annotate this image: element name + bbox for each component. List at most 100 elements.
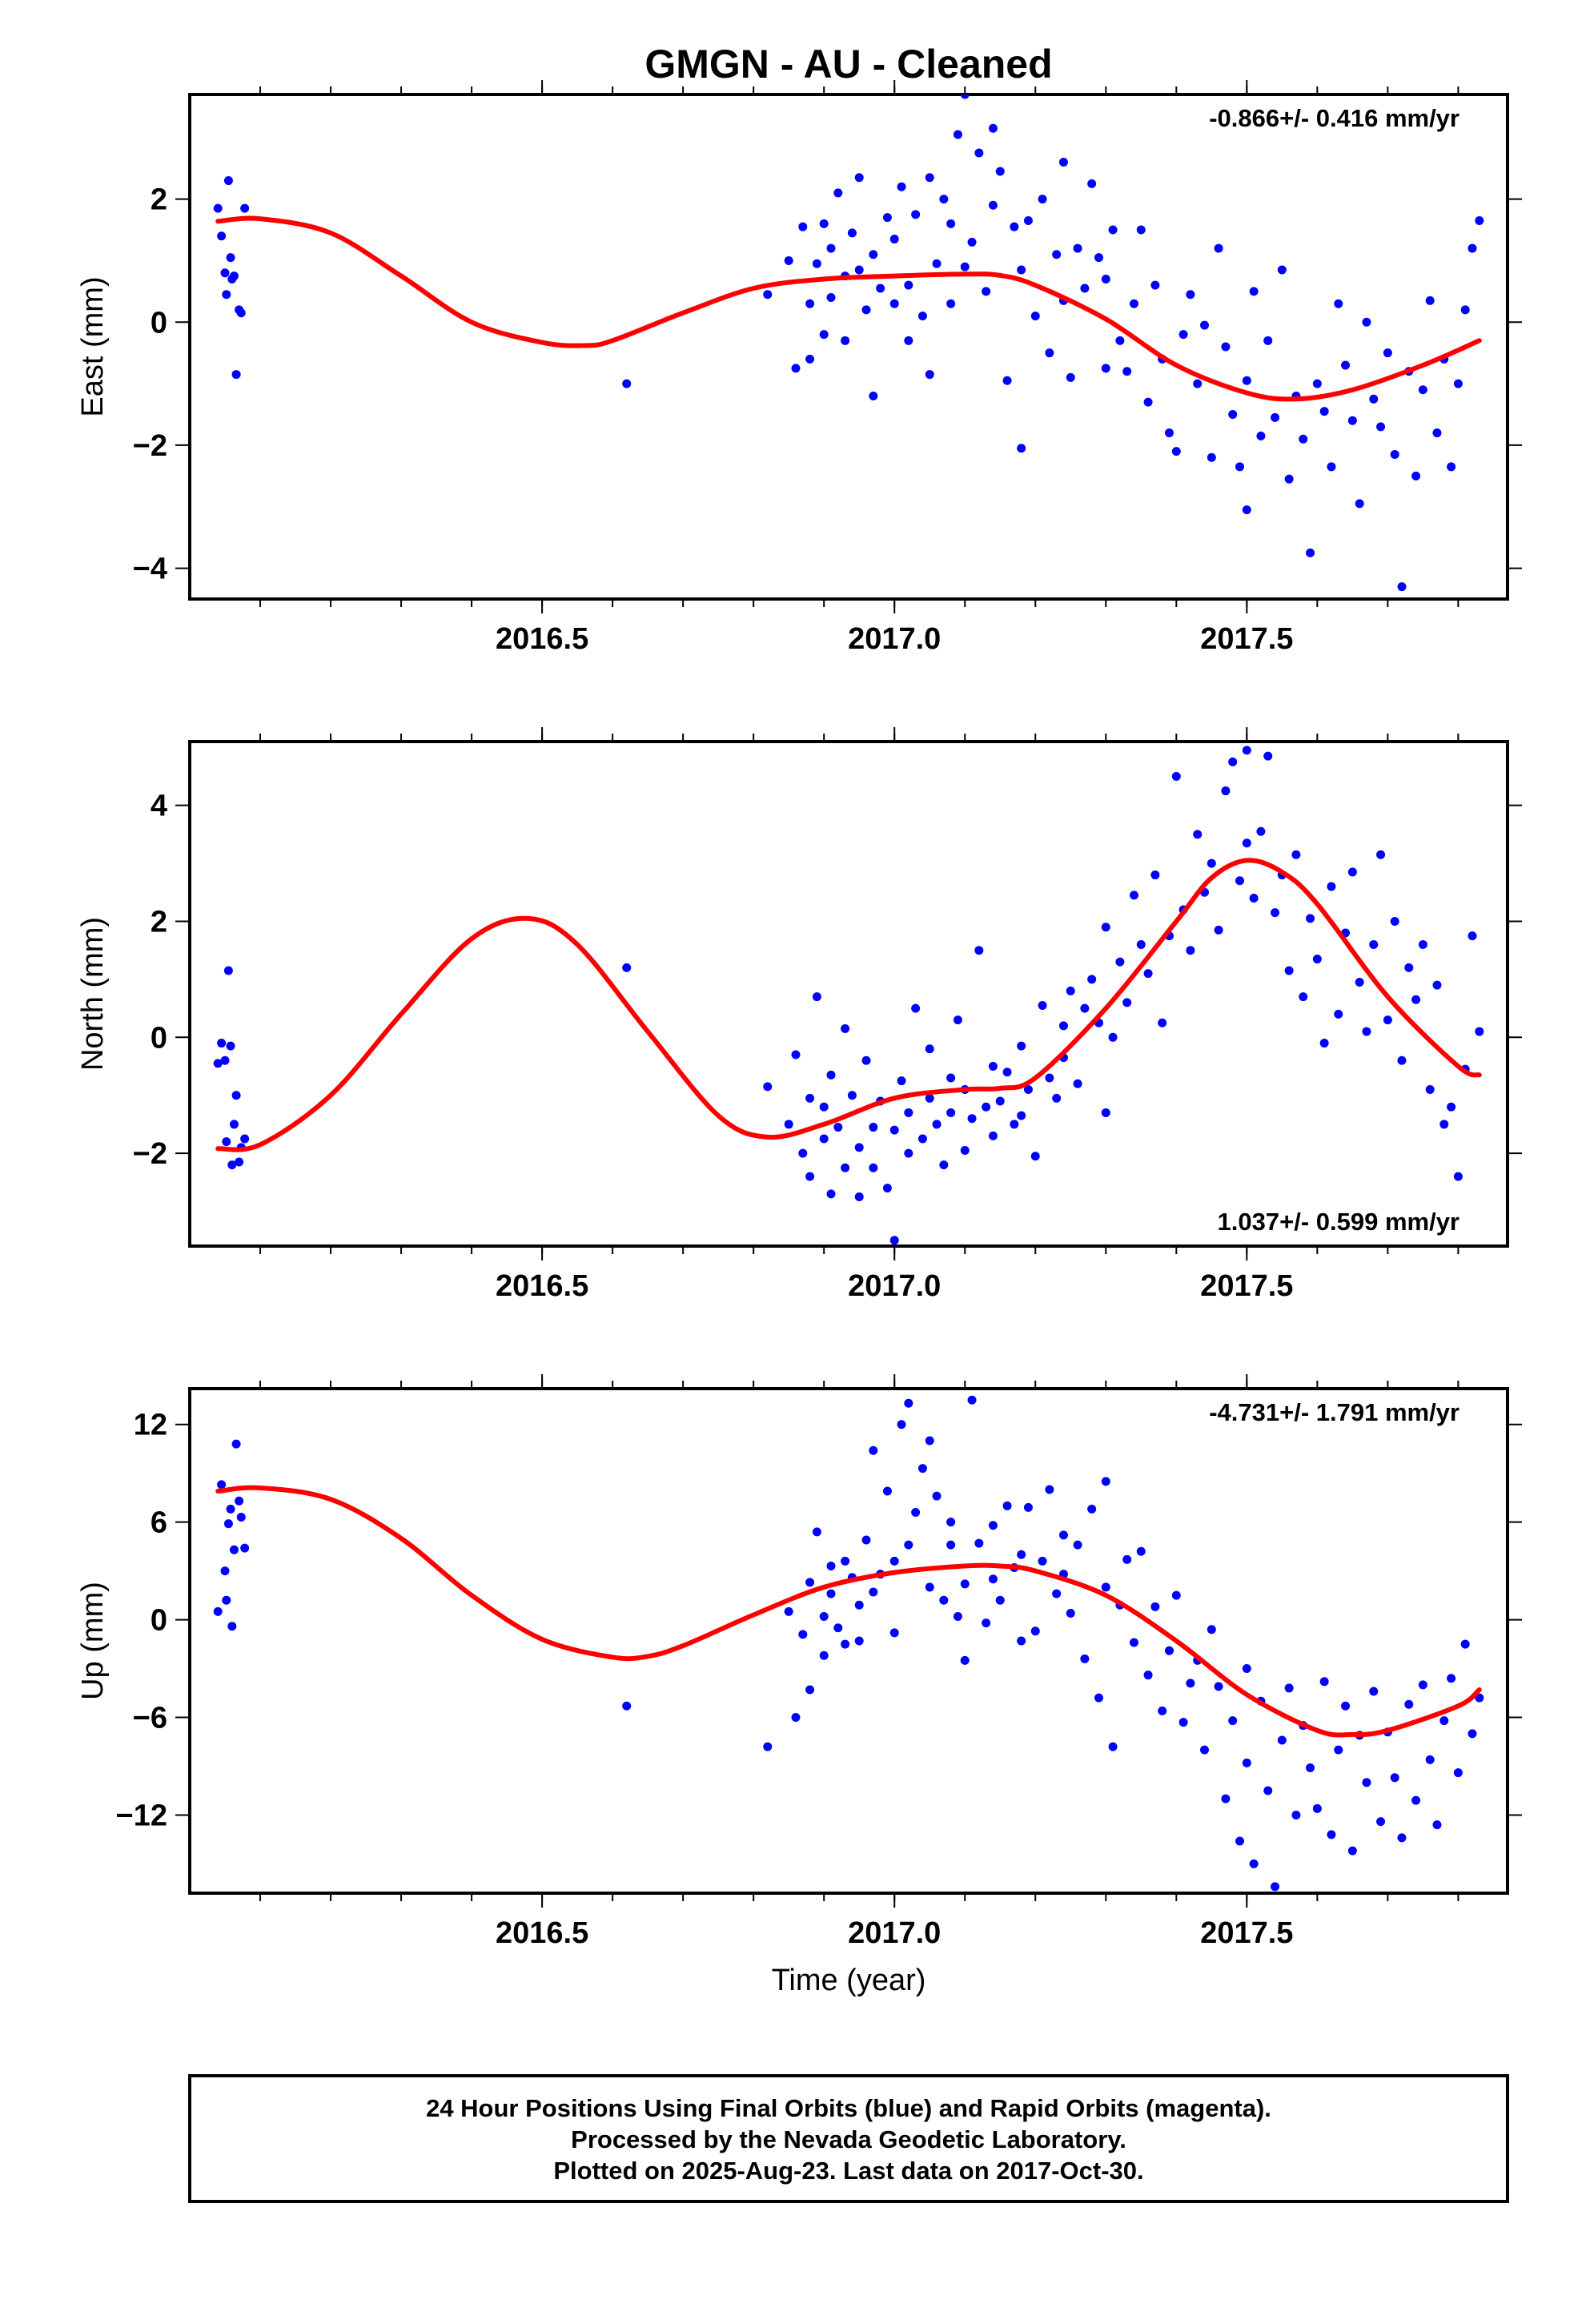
east-data-point	[988, 123, 998, 133]
east-data-point	[1143, 397, 1153, 407]
north-data-point	[1355, 978, 1364, 987]
east-data-point	[1108, 225, 1118, 235]
east-data-point	[805, 299, 815, 308]
east-data-point	[240, 203, 250, 213]
east-data-point	[1271, 412, 1280, 422]
east-data-point	[1397, 582, 1407, 592]
north-data-point	[1439, 1120, 1449, 1129]
north-y-axis-label: North (mm)	[76, 917, 110, 1071]
up-data-point	[1023, 1502, 1033, 1512]
up-data-point	[995, 1595, 1005, 1605]
north-data-point	[1306, 914, 1315, 923]
east-data-point	[869, 391, 878, 400]
east-data-point	[1101, 274, 1110, 283]
up-data-point	[833, 1623, 843, 1633]
up-data-point	[231, 1439, 241, 1449]
north-data-point	[917, 1134, 927, 1144]
north-data-point	[1327, 882, 1336, 891]
east-y-axis-label: East (mm)	[76, 276, 110, 416]
up-data-point	[1242, 1664, 1251, 1674]
east-data-point	[1101, 364, 1110, 373]
footer-line-1: 24 Hour Positions Using Final Orbits (bl…	[426, 2094, 1271, 2122]
north-data-point	[1291, 850, 1301, 859]
north-data-point	[217, 1039, 227, 1048]
east-data-layer	[213, 94, 1484, 592]
north-data-point	[1193, 830, 1203, 839]
east-data-point	[925, 370, 934, 380]
east-data-point	[826, 243, 836, 253]
north-data-point	[1249, 894, 1259, 903]
north-data-point	[995, 1096, 1005, 1106]
north-data-point	[1312, 955, 1322, 964]
up-data-point	[1249, 1859, 1259, 1868]
up-data-point	[1242, 1758, 1251, 1767]
east-axes-frame	[188, 93, 1509, 601]
up-data-point	[229, 1545, 239, 1554]
east-data-point	[1334, 299, 1343, 308]
up-data-point	[223, 1519, 233, 1529]
east-data-point	[876, 283, 885, 293]
north-axes-frame	[188, 740, 1509, 1248]
east-data-point	[960, 262, 970, 271]
east-data-point	[1150, 280, 1160, 290]
north-data-point	[1207, 858, 1216, 868]
up-data-point	[1066, 1608, 1075, 1618]
up-data-point	[854, 1600, 864, 1610]
up-data-point	[1235, 1836, 1245, 1846]
up-data-point	[826, 1589, 836, 1598]
up-data-point	[1214, 1682, 1223, 1691]
east-data-point	[229, 271, 239, 281]
north-data-point	[1425, 1084, 1435, 1094]
east-data-point	[1425, 296, 1435, 305]
north-data-point	[1299, 992, 1308, 1002]
east-data-point	[1045, 348, 1054, 358]
east-data-point	[826, 293, 836, 303]
east-data-point	[911, 210, 921, 219]
up-data-point	[1058, 1530, 1068, 1540]
up-data-point	[925, 1436, 934, 1445]
up-data-point	[1101, 1477, 1110, 1486]
east-data-point	[791, 364, 801, 373]
east-data-point	[1122, 367, 1132, 376]
north-data-point	[1432, 980, 1442, 990]
east-data-point	[798, 222, 808, 231]
east-data-point	[1460, 305, 1470, 315]
north-data-point	[861, 1055, 871, 1065]
north-data-point	[1475, 1027, 1484, 1036]
footer-box: 24 Hour Positions Using Final Orbits (bl…	[188, 2074, 1509, 2203]
up-data-point	[1277, 1735, 1287, 1745]
north-data-point	[222, 1137, 231, 1147]
north-data-point	[1002, 1068, 1012, 1077]
up-y-tick-label: −6	[133, 1702, 167, 1735]
up-data-layer	[213, 1395, 1484, 1892]
north-data-point	[1101, 923, 1110, 932]
up-data-point	[1319, 1677, 1329, 1687]
x-axis-label: Time (year)	[772, 1964, 926, 1997]
up-data-point	[1094, 1693, 1103, 1703]
up-y-tick-label: 0	[151, 1604, 167, 1638]
up-data-point	[960, 1655, 970, 1665]
north-data-point	[869, 1123, 878, 1132]
up-data-point	[904, 1398, 913, 1408]
north-data-point	[1045, 1073, 1054, 1083]
north-data-point	[1390, 916, 1399, 926]
north-data-point	[946, 1073, 956, 1083]
east-data-point	[236, 308, 246, 318]
north-data-point	[939, 1160, 949, 1170]
up-data-point	[953, 1612, 962, 1622]
north-data-point	[1362, 1027, 1371, 1036]
north-data-point	[791, 1050, 801, 1059]
up-data-point	[917, 1464, 927, 1474]
east-data-point	[220, 268, 230, 278]
north-data-point	[1221, 786, 1231, 796]
east-data-point	[1171, 447, 1181, 456]
east-data-point	[1080, 283, 1090, 293]
east-data-point	[1023, 216, 1033, 225]
up-data-point	[1453, 1768, 1463, 1778]
up-data-point	[897, 1420, 906, 1429]
up-data-point	[946, 1540, 956, 1550]
east-data-point	[1327, 462, 1336, 472]
east-data-point	[622, 379, 632, 388]
east-data-point	[1306, 548, 1315, 557]
up-data-point	[220, 1566, 230, 1576]
